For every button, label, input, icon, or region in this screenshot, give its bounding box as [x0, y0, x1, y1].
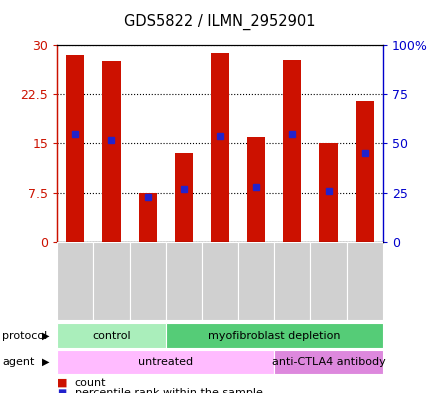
Bar [211, 53, 229, 242]
Bar [274, 350, 383, 374]
Text: protocol: protocol [2, 331, 48, 341]
Text: percentile rank within the sample: percentile rank within the sample [75, 388, 263, 393]
Text: anti-CTLA4 antibody: anti-CTLA4 antibody [271, 357, 385, 367]
Text: untreated: untreated [138, 357, 193, 367]
Text: agent: agent [2, 357, 35, 367]
Text: GDS5822 / ILMN_2952901: GDS5822 / ILMN_2952901 [124, 14, 316, 30]
Bar [175, 153, 193, 242]
Bar [319, 143, 337, 242]
Bar [238, 242, 274, 320]
Bar [356, 101, 374, 242]
Bar [202, 242, 238, 320]
Text: myofibroblast depletion: myofibroblast depletion [208, 331, 341, 341]
Bar [66, 55, 84, 242]
Bar [166, 242, 202, 320]
Text: ▶: ▶ [42, 357, 49, 367]
Text: ▶: ▶ [42, 331, 49, 341]
Bar [166, 323, 383, 348]
Text: count: count [75, 378, 106, 388]
Bar [347, 242, 383, 320]
Bar [57, 350, 274, 374]
Bar [274, 242, 311, 320]
Bar [139, 193, 157, 242]
Bar [247, 137, 265, 242]
Text: ■: ■ [57, 378, 68, 388]
Text: ■: ■ [57, 388, 66, 393]
Bar [57, 323, 166, 348]
Bar [103, 61, 121, 242]
Bar [93, 242, 129, 320]
Bar [57, 242, 93, 320]
Bar [129, 242, 166, 320]
Bar [311, 242, 347, 320]
Text: control: control [92, 331, 131, 341]
Bar [283, 60, 301, 242]
